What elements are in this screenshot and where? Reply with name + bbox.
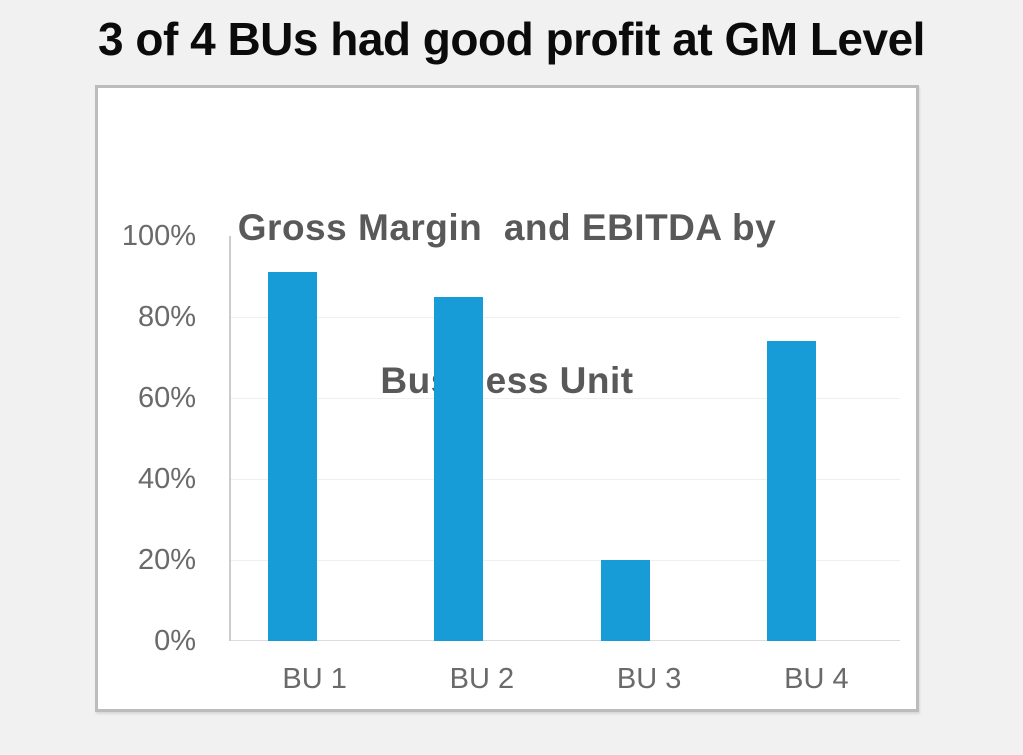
bar-bu-1: [268, 272, 317, 641]
gridline-80: [231, 317, 900, 318]
gridline-40: [231, 479, 900, 480]
y-tick-label-60: 60%: [137, 382, 196, 414]
bar-bu-3: [600, 560, 650, 641]
gridline-20: [231, 560, 900, 561]
x-tick-label-bu-2: BU 2: [449, 663, 515, 695]
x-axis-baseline: [231, 640, 900, 641]
y-tick-label-0: 0%: [154, 625, 196, 657]
bar-bu-2: [434, 296, 484, 641]
plot-area: [229, 236, 900, 641]
y-tick-label-100: 100%: [121, 220, 196, 252]
y-tick-label-80: 80%: [137, 301, 196, 333]
y-tick-label-40: 40%: [137, 463, 196, 495]
x-tick-label-bu-4: BU 4: [784, 663, 849, 695]
chart-panel: Gross Margin and EBITDA by Business Unit…: [95, 85, 919, 712]
x-tick-label-bu-3: BU 3: [616, 663, 682, 695]
bar-bu-4: [766, 341, 816, 641]
gridline-60: [231, 398, 900, 399]
x-tick-label-bu-1: BU 1: [282, 663, 347, 695]
y-tick-label-20: 20%: [137, 544, 196, 576]
slide-title: 3 of 4 BUs had good profit at GM Level: [98, 13, 925, 65]
y-axis-line: [229, 236, 231, 641]
chart-title-line-1: Gross Margin and EBITDA by: [237, 207, 777, 248]
